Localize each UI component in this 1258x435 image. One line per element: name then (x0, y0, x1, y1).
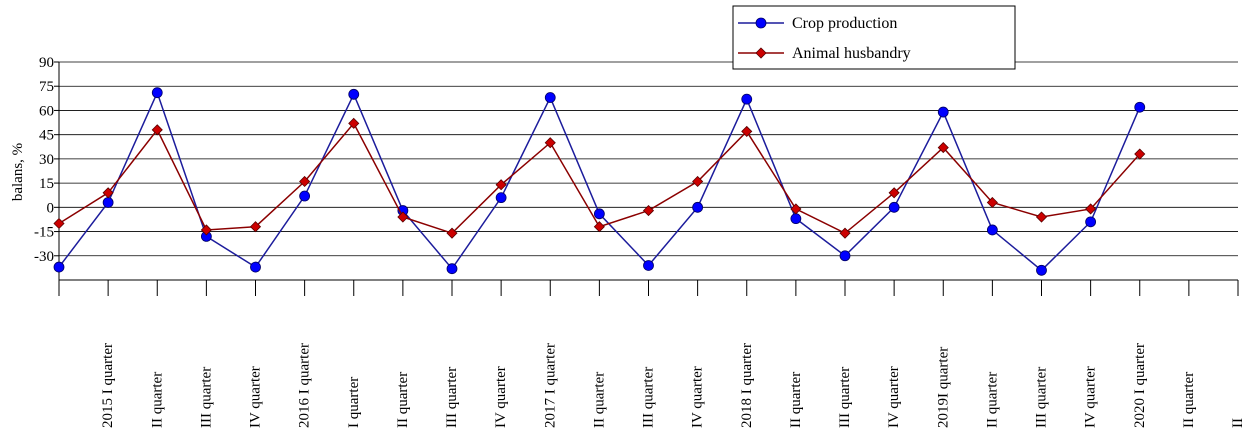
axes (54, 61, 1238, 281)
data-point (299, 175, 311, 188)
y-tick-label: 30 (39, 152, 54, 168)
data-point (888, 187, 900, 199)
data-point (53, 261, 65, 273)
data-point (986, 196, 998, 209)
y-tick-label: -15 (34, 225, 54, 241)
x-tick-label: 2020 I quarter (1132, 343, 1148, 428)
x-tick-label: IV quarter (248, 366, 264, 428)
data-point (544, 92, 556, 103)
data-point (200, 224, 212, 236)
legend-label: Crop production (792, 15, 897, 32)
series-animal-husbandry (53, 117, 1146, 239)
data-point (446, 227, 458, 239)
data-point (642, 204, 655, 217)
x-tick-labels: 2015 I quarter II quarter III quarter IV qu… (100, 343, 1246, 428)
x-tick-label: 2015 I quarter (100, 343, 116, 428)
data-point (888, 201, 900, 213)
data-point (1134, 101, 1146, 113)
data-point (937, 142, 949, 154)
data-point (643, 260, 654, 271)
x-tick-marks (58, 280, 1239, 296)
data-point (348, 117, 360, 129)
y-tick-label: 45 (39, 128, 54, 144)
data-point (495, 192, 507, 204)
data-point (937, 106, 949, 118)
x-tick-label: II quarter (395, 372, 411, 428)
data-point (53, 217, 65, 230)
legend-entry: Animal husbandry (738, 45, 911, 62)
x-tick-label: 2019I quarter (935, 347, 951, 428)
data-point (102, 187, 114, 199)
data-point (692, 175, 704, 188)
x-tick-label: IV quarter (690, 366, 706, 428)
data-point (1085, 203, 1097, 215)
y-tick-label: 75 (39, 79, 54, 95)
data-point (151, 124, 163, 136)
x-tick-label: III quarter (837, 367, 853, 428)
legend-box (732, 5, 1016, 70)
data-point (1085, 216, 1097, 228)
data-point (790, 213, 802, 225)
legend-marker (755, 17, 767, 29)
x-tick-label: IV quarter (493, 366, 509, 428)
data-point (1134, 148, 1146, 160)
x-tick-label: II (1230, 418, 1246, 428)
data-point (249, 221, 262, 233)
series-crop-production (53, 87, 1146, 276)
data-point (299, 190, 311, 202)
grid-lines (59, 61, 1238, 257)
legend-marker (755, 47, 767, 59)
x-tick-label: III quarter (1034, 367, 1050, 428)
y-axis-title: balans, % (10, 143, 26, 201)
x-tick-label: III quarter (444, 367, 460, 428)
y-tick-label: 60 (39, 103, 54, 119)
x-tick-label: 2018 I quarter (739, 343, 755, 428)
y-tick-label: 15 (39, 176, 54, 192)
x-tick-label: IV quarter (886, 366, 902, 428)
data-point (593, 208, 605, 220)
data-point (1035, 211, 1048, 223)
series-group (53, 87, 1146, 276)
legend-entry: Crop production (738, 15, 897, 32)
data-point (692, 201, 704, 213)
data-point (102, 197, 114, 208)
data-point (790, 203, 802, 215)
data-point (986, 224, 998, 236)
data-point (495, 179, 507, 191)
y-tick-label: 0 (47, 200, 55, 216)
data-point (250, 261, 261, 273)
data-point (839, 250, 851, 262)
data-point (593, 221, 605, 233)
data-point (741, 93, 753, 105)
data-point (397, 211, 409, 223)
series-line (58, 90, 1141, 272)
x-tick-label: II quarter (1181, 372, 1197, 428)
x-tick-label: I quarter (346, 377, 362, 428)
x-tick-label: 2017 I quarter (542, 343, 558, 428)
x-tick-label: II quarter (984, 372, 1000, 428)
legend: Crop production Animal husbandry (732, 5, 1016, 70)
data-point (348, 88, 360, 100)
data-point (839, 227, 851, 239)
data-point (741, 125, 753, 138)
x-tick-label: IV quarter (1083, 366, 1099, 428)
x-tick-label: III quarter (641, 367, 657, 428)
x-tick-label: II quarter (149, 372, 165, 428)
y-tick-label: -30 (34, 249, 54, 265)
x-tick-label: II quarter (591, 372, 607, 428)
data-point (1036, 264, 1047, 276)
data-point (446, 263, 458, 275)
data-point (151, 87, 163, 99)
y-tick-label: 90 (39, 55, 54, 71)
x-tick-label: II quarter (788, 372, 804, 428)
data-point (544, 137, 556, 149)
legend-label: Animal husbandry (792, 45, 911, 62)
y-tick-labels: -30 -15 0 15 30 45 60 75 90 (34, 55, 54, 265)
x-tick-label: III quarter (198, 367, 214, 428)
x-tick-label: 2016 I quarter (297, 343, 313, 428)
